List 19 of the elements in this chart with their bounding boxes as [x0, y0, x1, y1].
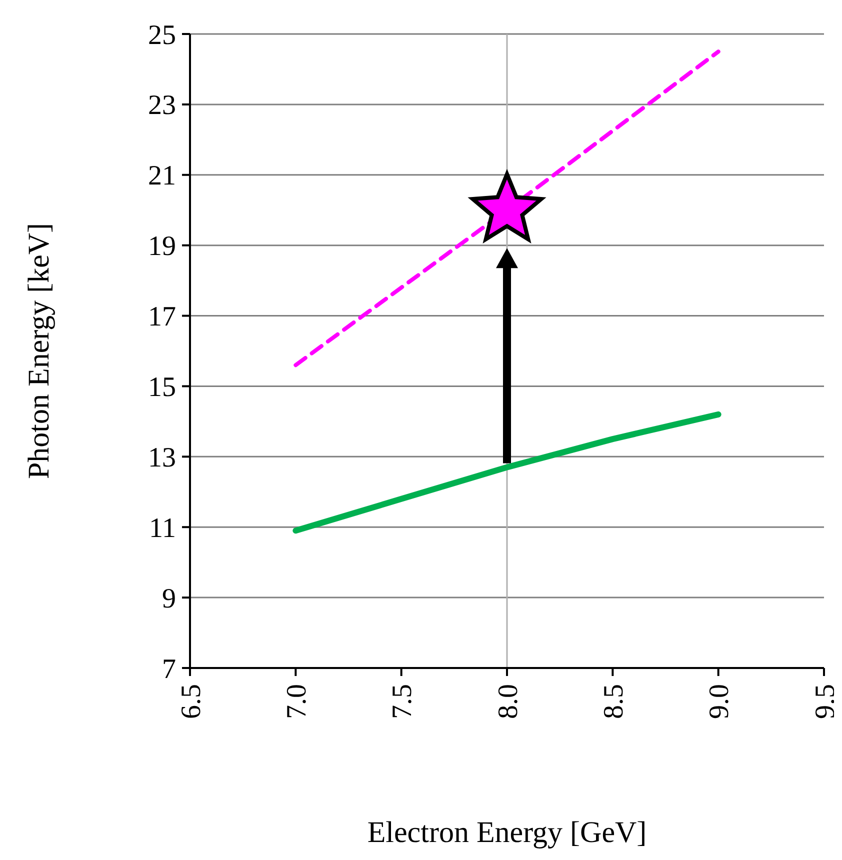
x-tick-label: 9.0: [704, 684, 736, 719]
x-tick-label: 7.0: [281, 684, 312, 719]
y-axis-title: Photon Energy [keV]: [22, 222, 56, 480]
x-tick-label: 8.0: [492, 684, 524, 719]
x-tick-label: 8.5: [598, 684, 630, 719]
y-tick-label: 19: [148, 231, 176, 262]
y-tick-label: 23: [148, 90, 176, 122]
y-tick-label: 21: [148, 160, 176, 192]
y-tick-label: 17: [148, 302, 176, 333]
y-tick-label: 11: [149, 512, 176, 544]
x-axis-title: Electron Energy [GeV]: [367, 816, 647, 849]
x-tick-label: 7.5: [387, 684, 418, 719]
x-tick-label: 9.5: [810, 684, 841, 719]
y-tick-label: 7: [162, 654, 176, 685]
y-tick-label: 9: [162, 583, 176, 614]
y-tick-label: 25: [148, 20, 176, 51]
y-tick-label: 13: [148, 442, 176, 474]
y-tick-label: 15: [148, 372, 176, 404]
x-tick-label: 6.5: [176, 684, 207, 719]
